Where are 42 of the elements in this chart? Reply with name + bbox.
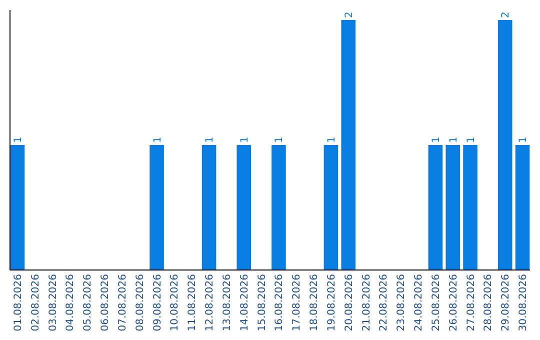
x-tick-label: 30.08.2026 (518, 274, 530, 332)
x-tick-label: 05.08.2026 (82, 274, 94, 332)
x-tick-label: 12.08.2026 (204, 274, 216, 332)
x-tick-label: 07.08.2026 (117, 274, 128, 332)
x-tick-label: 09.08.2026 (152, 274, 164, 332)
x-tick-label: 11.08.2026 (187, 274, 198, 332)
x-tick-label: 17.08.2026 (292, 274, 303, 332)
x-tick-label: 20.08.2026 (344, 274, 355, 332)
data-label: 1 (518, 136, 530, 143)
x-tick-label: 25.08.2026 (430, 274, 442, 332)
data-label: 1 (152, 136, 164, 143)
data-label: 1 (239, 136, 250, 143)
x-tick-label: 14.08.2026 (239, 274, 250, 332)
x-tick-label: 10.08.2026 (170, 274, 181, 332)
x-tick-label: 22.08.2026 (378, 274, 390, 332)
x-tick-label: 02.08.2026 (30, 274, 42, 332)
x-tick-label: 21.08.2026 (361, 274, 372, 332)
x-tick-label: 18.08.2026 (309, 274, 320, 332)
x-tick-label: 19.08.2026 (326, 274, 338, 332)
x-tick-label: 26.08.2026 (448, 274, 460, 332)
x-tick-label: 01.08.2026 (12, 274, 24, 332)
data-label: 2 (500, 12, 512, 18)
x-tick-label: 28.08.2026 (483, 274, 494, 332)
x-tick-label: 15.08.2026 (256, 274, 268, 332)
x-tick-label: 16.08.2026 (274, 274, 286, 332)
x-tick-label: 03.08.2026 (48, 274, 59, 332)
x-tick-label: 27.08.2026 (466, 274, 477, 332)
x-tick-label: 24.08.2026 (414, 274, 425, 332)
data-label: 1 (274, 136, 286, 143)
x-tick-label: 06.08.2026 (100, 274, 112, 332)
data-label: 1 (204, 136, 216, 143)
data-label: 1 (12, 136, 24, 143)
data-label: 1 (430, 136, 442, 143)
data-label: 2 (344, 12, 355, 18)
x-tick-label: 08.08.2026 (134, 274, 146, 332)
x-tick-label: 23.08.2026 (396, 274, 408, 332)
x-tick-label: 13.08.2026 (222, 274, 233, 332)
data-label: 1 (466, 136, 477, 143)
data-label: 1 (448, 136, 460, 143)
x-tick-label: 04.08.2026 (65, 274, 76, 332)
x-tick-label: 29.08.2026 (500, 274, 512, 332)
data-label: 1 (326, 136, 338, 143)
